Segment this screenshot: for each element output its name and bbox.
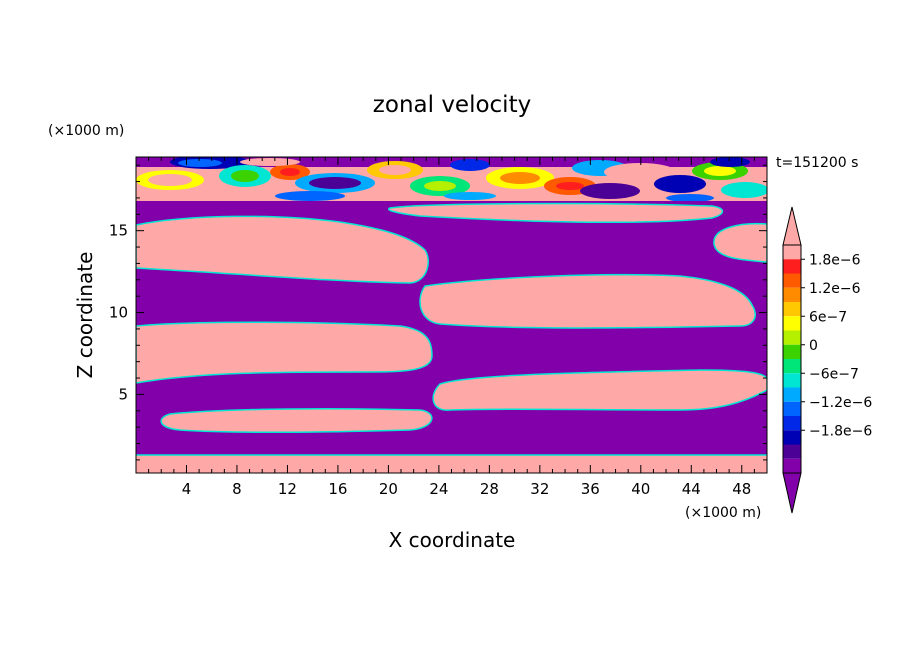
- x-tick-label: 24: [429, 480, 448, 498]
- x-tick-label: 40: [631, 480, 650, 498]
- colorbar-swatch: [783, 273, 801, 288]
- positive-band: [432, 369, 767, 411]
- colorbar-swatch: [783, 416, 801, 431]
- colorbar-under-arrow: [782, 472, 802, 514]
- colorbar-label: 6e−7: [809, 309, 847, 325]
- colorbar-label: −1.2e−6: [809, 395, 872, 411]
- colorbar-swatch: [783, 259, 801, 274]
- colorbar-swatch: [783, 401, 801, 416]
- colorbar-swatch: [783, 359, 801, 374]
- colorbar-label: 1.8e−6: [809, 252, 861, 268]
- x-axis-title: X coordinate: [389, 528, 516, 552]
- x-tick-label: 8: [232, 480, 242, 498]
- colorbar-label: 0: [809, 338, 818, 354]
- positive-band: [713, 222, 767, 263]
- colorbar-swatch: [783, 387, 801, 402]
- chart-title: zonal velocity: [373, 92, 531, 118]
- positive-band: [160, 408, 433, 434]
- positive-band: [136, 321, 433, 384]
- y-axis-title: Z coordinate: [73, 252, 97, 379]
- colorbar-swatch: [783, 302, 801, 317]
- x-tick-label: 12: [278, 480, 297, 498]
- colorbar-label: −1.8e−6: [809, 423, 872, 439]
- y-tick-label: 5: [118, 385, 128, 403]
- turbulent-top-layer: [136, 157, 767, 204]
- x-axis: 4 8 12 16 20 24 28 32 36 40 44 48: [148, 157, 755, 498]
- x-tick-label: 44: [682, 480, 701, 498]
- colorbar-swatch: [783, 344, 801, 359]
- time-label: t=151200 s: [776, 155, 858, 171]
- positive-band: [136, 215, 429, 284]
- positive-band: [136, 455, 767, 473]
- x-tick-label: 16: [328, 480, 347, 498]
- y-tick-label: 10: [109, 304, 128, 322]
- colorbar-label: 1.2e−6: [809, 281, 861, 297]
- colorbar-swatch: [783, 245, 801, 260]
- colorbar-label: −6e−7: [809, 366, 859, 382]
- positive-band: [388, 202, 724, 224]
- x-tick-label: 32: [530, 480, 549, 498]
- x-tick-label: 4: [182, 480, 192, 498]
- colorbar: 1.8e−6 1.2e−6 6e−7 0 −6e−7 −1.2e−6 −1.8e−6: [782, 206, 872, 514]
- x-tick-label: 20: [379, 480, 398, 498]
- plot-area: [136, 157, 767, 473]
- colorbar-swatch: [783, 373, 801, 388]
- y-tick-label: 15: [109, 222, 128, 240]
- y-axis: 5 10 15: [109, 164, 767, 461]
- colorbar-swatch: [783, 287, 801, 302]
- x-tick-label: 28: [480, 480, 499, 498]
- x-tick-label: 36: [581, 480, 600, 498]
- x-tick-label: 48: [732, 480, 751, 498]
- colorbar-swatch: [783, 444, 801, 459]
- colorbar-swatch: [783, 316, 801, 331]
- colorbar-over-arrow: [782, 206, 802, 246]
- colorbar-swatch: [783, 330, 801, 345]
- colorbar-swatch: [783, 458, 801, 473]
- x-axis-unit: (×1000 m): [685, 505, 761, 521]
- positive-band: [419, 274, 756, 329]
- colorbar-frame: [782, 244, 802, 474]
- colorbar-swatch: [783, 430, 801, 445]
- y-axis-unit: (×1000 m): [48, 123, 124, 139]
